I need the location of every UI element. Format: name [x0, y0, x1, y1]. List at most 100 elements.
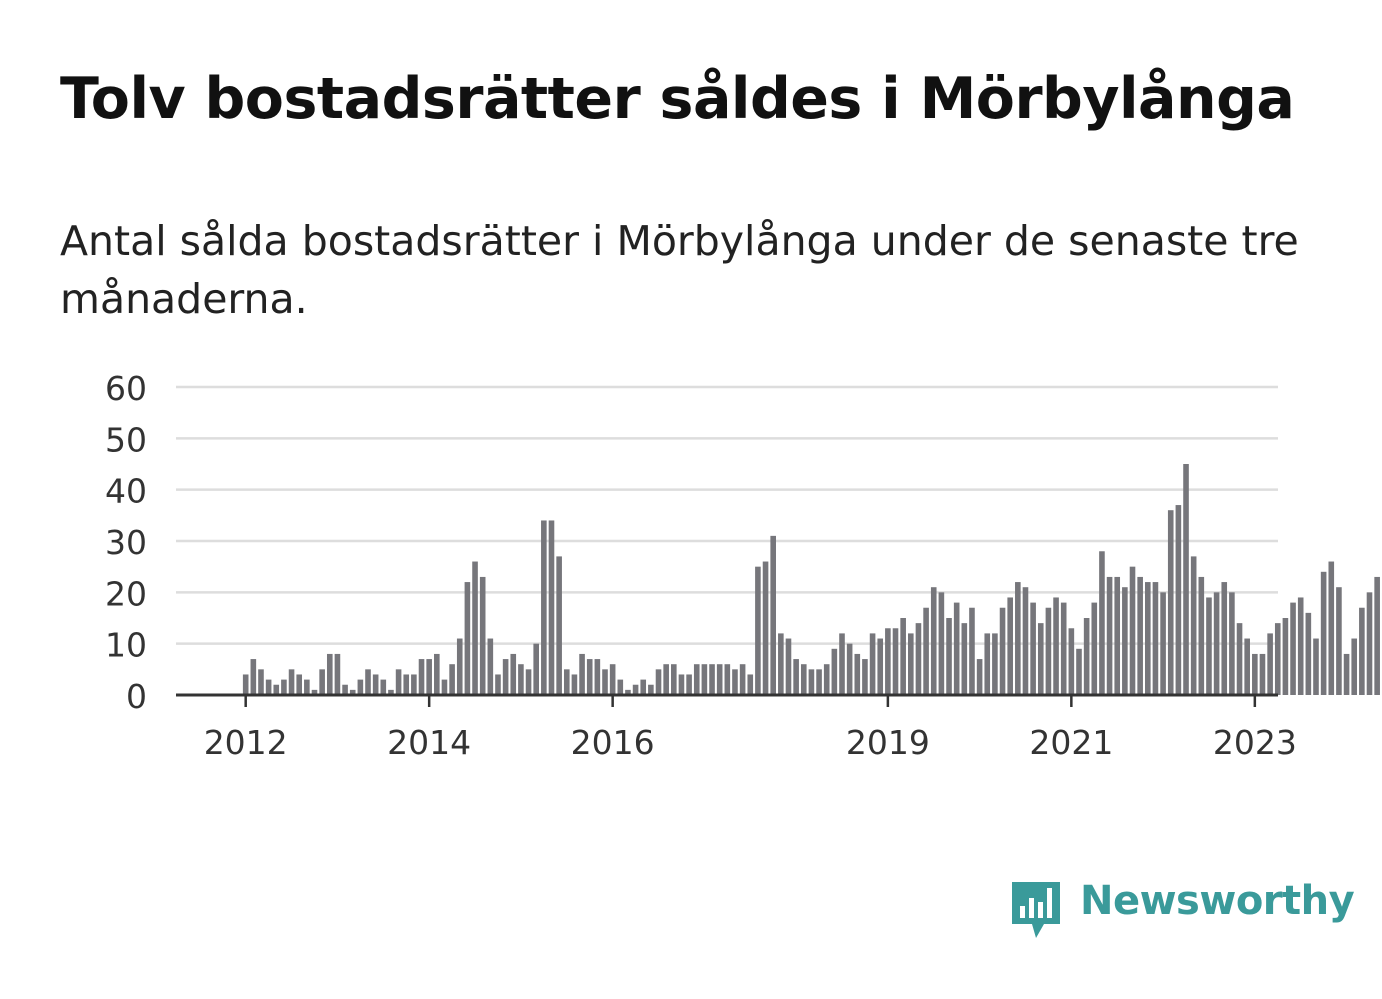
bar [923, 607, 929, 695]
bar [533, 643, 539, 695]
bar [296, 674, 303, 695]
bar [472, 561, 478, 695]
bar [1374, 576, 1380, 695]
y-tick-label: 60 [105, 369, 147, 408]
bar [793, 659, 799, 695]
bar [709, 664, 715, 695]
bar [281, 679, 287, 695]
bar [1351, 638, 1358, 695]
bar [1114, 576, 1121, 695]
x-tick-label: 2014 [387, 723, 471, 762]
bar [862, 659, 868, 695]
bar [770, 535, 776, 695]
brand-name: Newsworthy [1080, 878, 1355, 924]
bar [518, 664, 524, 695]
bar [563, 669, 570, 695]
bar [778, 633, 784, 695]
bar [556, 556, 562, 695]
bar [655, 669, 662, 695]
bar [1183, 464, 1189, 695]
bar [548, 520, 555, 695]
bar [1305, 612, 1312, 695]
bar [1022, 587, 1029, 695]
bar [1229, 592, 1235, 695]
bar [495, 674, 501, 695]
chart-subtitle: Antal sålda bostadsrätter i Mörbylånga u… [60, 217, 1299, 323]
bar [1190, 556, 1197, 695]
bar [265, 679, 272, 695]
bar [625, 689, 631, 695]
bar [885, 628, 891, 695]
y-tick-label: 20 [105, 574, 147, 613]
bar [380, 679, 387, 695]
bar [258, 669, 264, 695]
bar [1297, 597, 1304, 695]
bar [785, 638, 792, 695]
bar [1274, 623, 1281, 695]
bar [426, 659, 432, 695]
bar [915, 623, 922, 695]
bar [273, 684, 280, 695]
bar [869, 633, 876, 695]
bar [632, 684, 639, 695]
bar [1320, 571, 1327, 695]
bar [242, 674, 249, 695]
bar [571, 674, 578, 695]
bar [961, 623, 968, 695]
bar [403, 674, 410, 695]
bar [388, 689, 394, 695]
bar [464, 582, 471, 695]
bar [395, 669, 402, 695]
bar [349, 689, 356, 695]
bar [487, 638, 494, 695]
bar [1076, 648, 1082, 695]
bar [357, 679, 364, 695]
bar [1152, 582, 1159, 695]
bar [1282, 618, 1289, 695]
bar [1060, 602, 1067, 695]
bar [586, 659, 593, 695]
bar [747, 674, 754, 695]
bar [877, 638, 884, 695]
bar [434, 653, 440, 695]
x-tick-label: 2012 [204, 723, 288, 762]
bar [449, 664, 455, 695]
bar [1068, 628, 1075, 695]
newsworthy-logo-icon [1012, 882, 1060, 938]
bar [1007, 597, 1013, 695]
bar [1252, 653, 1258, 695]
y-tick-label: 50 [105, 420, 147, 459]
bar [1106, 576, 1113, 695]
bar [693, 664, 700, 695]
bar [839, 633, 845, 695]
bar [541, 520, 547, 695]
bar [1045, 607, 1052, 695]
bar [372, 674, 379, 695]
bar [678, 674, 685, 695]
bar [640, 679, 647, 695]
bar [732, 669, 738, 695]
bar [311, 689, 318, 695]
bar [1030, 602, 1036, 695]
bar [1290, 602, 1296, 695]
bar [908, 633, 914, 695]
bar [816, 669, 822, 695]
bar [1213, 592, 1220, 695]
bar [831, 648, 838, 695]
bar [250, 659, 257, 695]
bar [823, 664, 830, 695]
bar [800, 664, 807, 695]
bar [976, 659, 983, 695]
bar [479, 576, 486, 695]
bar [739, 664, 746, 695]
bar [418, 659, 425, 695]
bar [1359, 607, 1365, 695]
bar [846, 643, 853, 695]
bar [365, 669, 371, 695]
bar [510, 653, 517, 695]
bar [1366, 592, 1373, 695]
x-tick-label: 2019 [846, 723, 930, 762]
bar [502, 659, 509, 695]
bar [1206, 597, 1212, 695]
bar [456, 638, 463, 695]
